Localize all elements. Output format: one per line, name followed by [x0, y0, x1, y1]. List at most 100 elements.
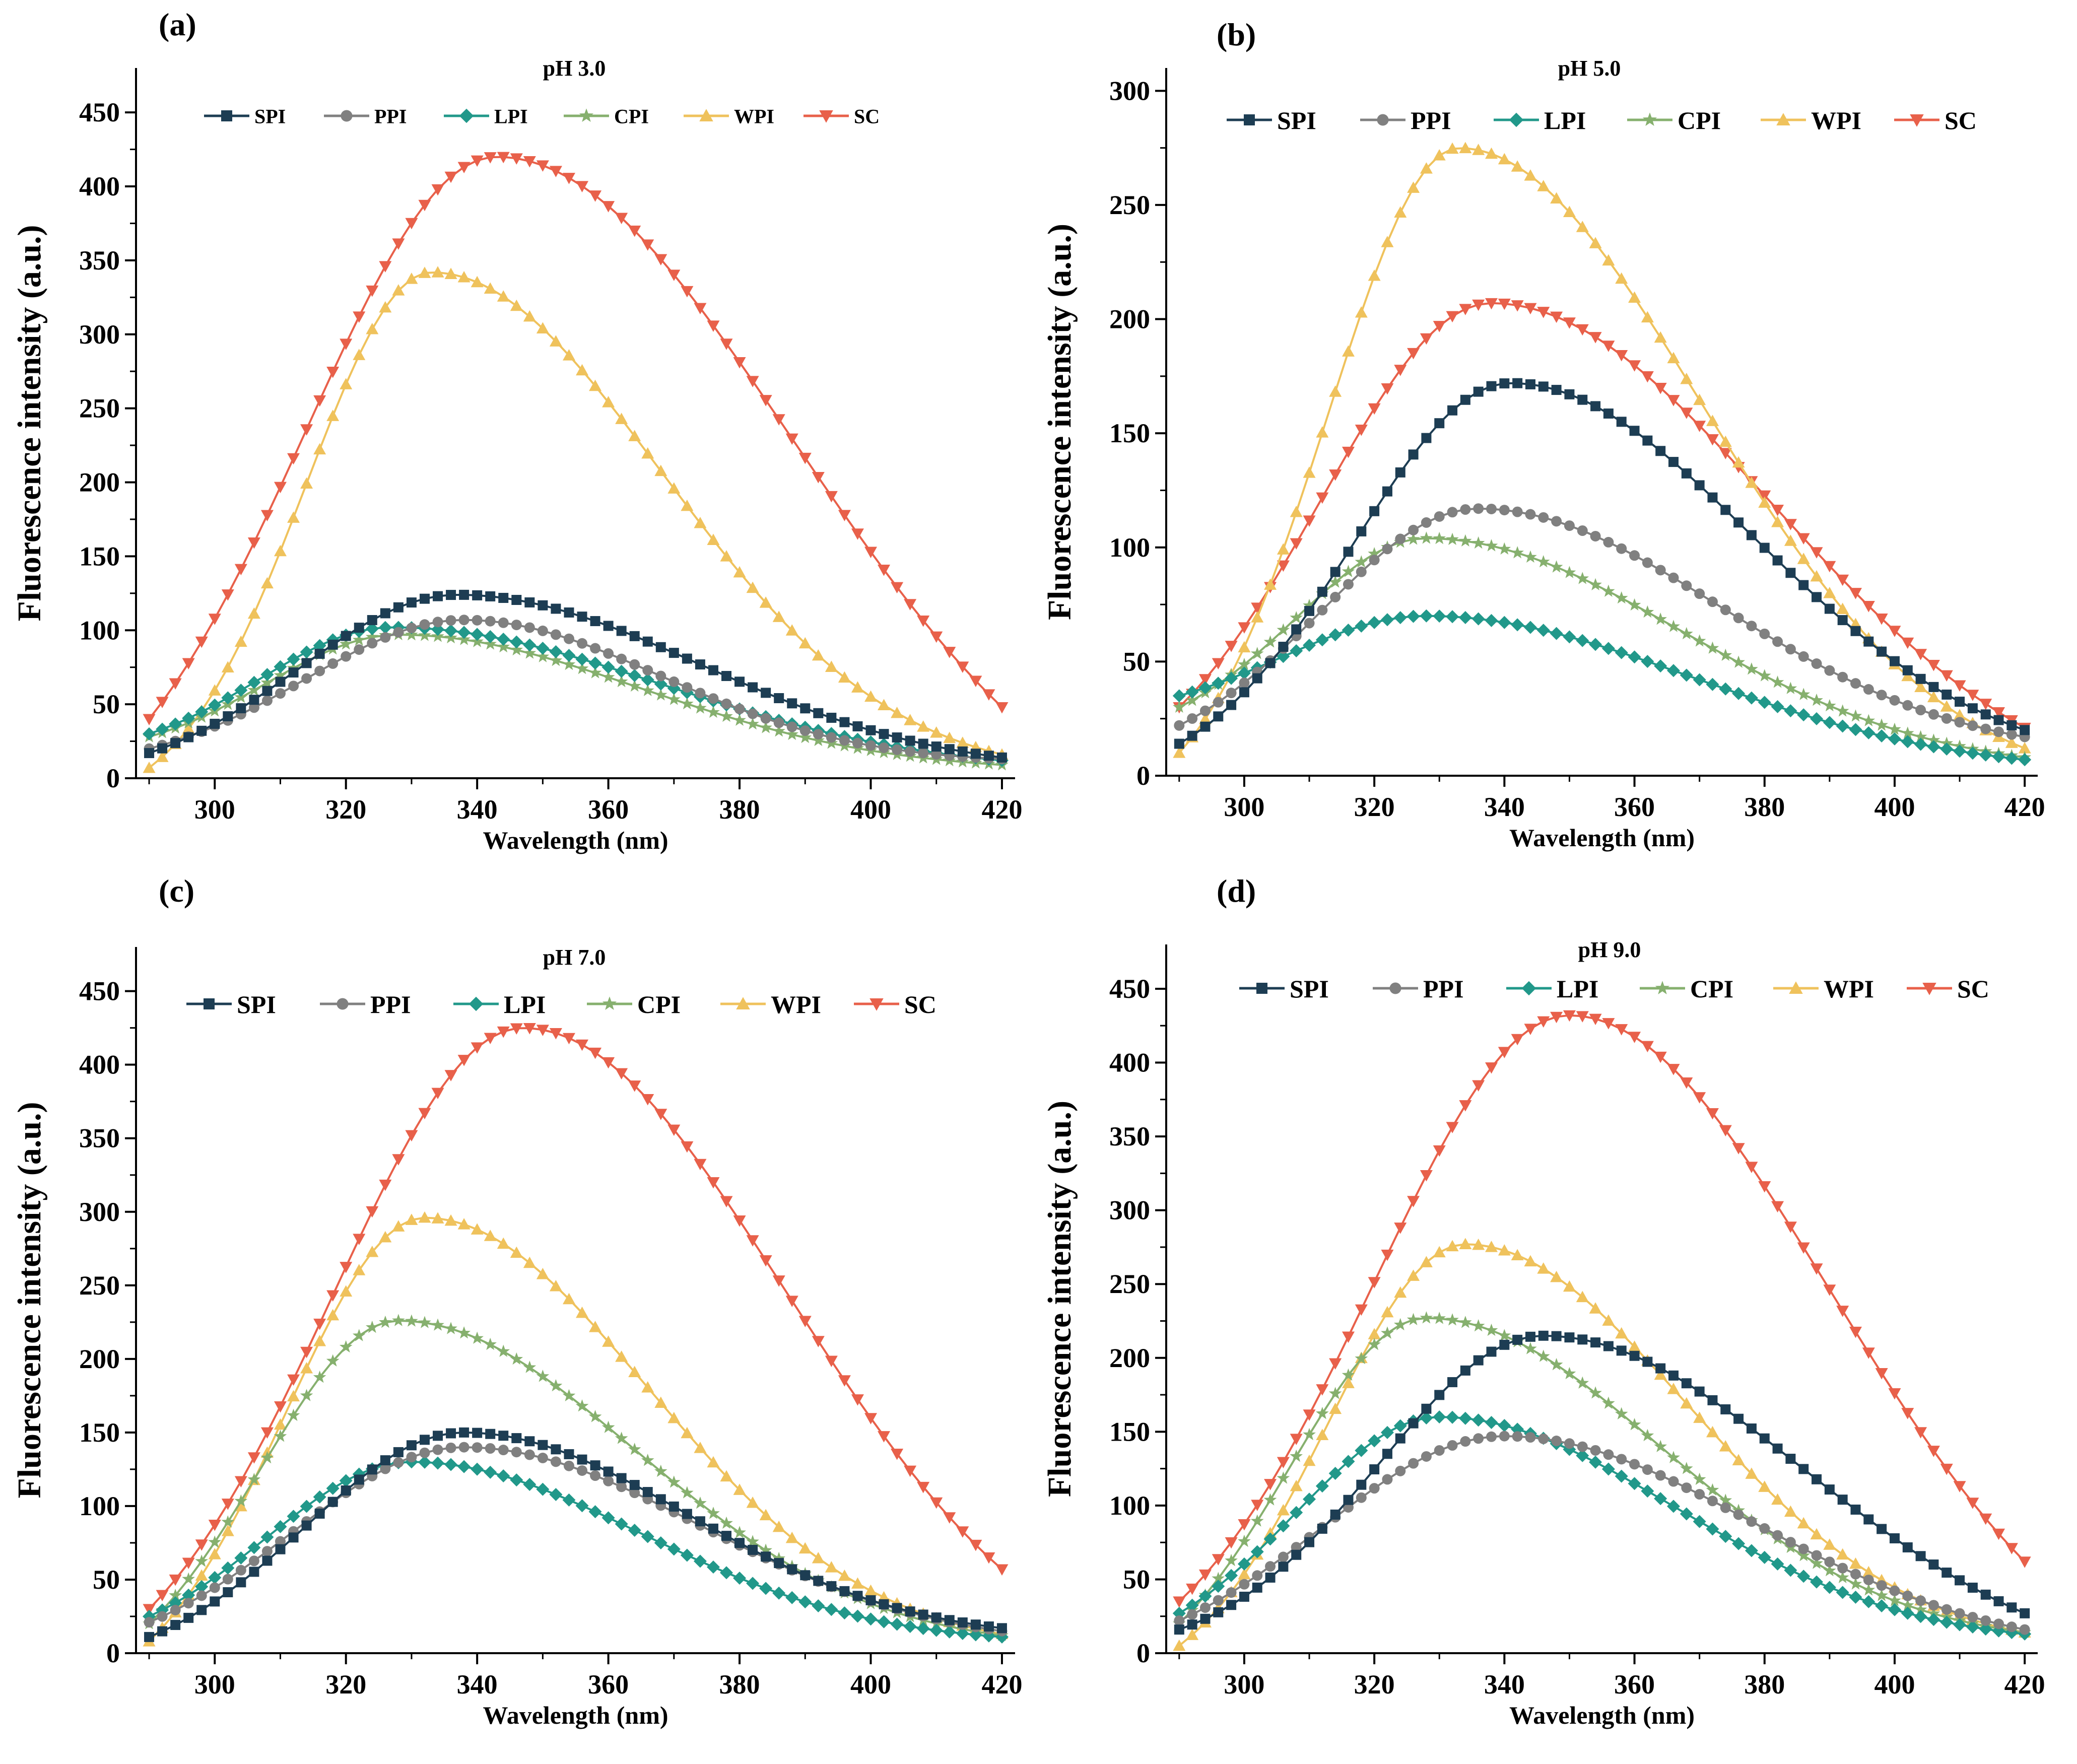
data-point	[406, 1452, 417, 1463]
data-point	[1511, 618, 1524, 632]
data-point	[247, 1452, 260, 1464]
data-point	[667, 693, 681, 705]
data-point	[1875, 1599, 1889, 1612]
data-point	[1524, 1024, 1537, 1035]
legend-marker	[602, 996, 617, 1010]
data-point	[812, 649, 825, 661]
data-point	[510, 1473, 523, 1487]
data-point	[562, 1493, 576, 1507]
legend-label: SC	[904, 990, 936, 1019]
data-point	[1368, 1328, 1381, 1339]
data-point	[1471, 1319, 1485, 1332]
data-point	[1877, 1524, 1887, 1534]
data-point	[275, 1536, 286, 1547]
data-point	[1732, 1143, 1745, 1155]
legend-item: SPI	[1227, 106, 1316, 134]
data-point	[1784, 534, 1797, 546]
data-point	[1394, 1286, 1407, 1298]
data-point	[1485, 147, 1498, 159]
data-point	[1173, 700, 1186, 713]
data-point	[916, 1621, 930, 1635]
data-point	[879, 742, 890, 753]
data-point	[1342, 1331, 1355, 1343]
data-point	[733, 1215, 746, 1227]
data-point	[537, 1452, 548, 1463]
legend-label: PPI	[1423, 975, 1464, 1003]
data-point	[497, 152, 510, 164]
y-tick-label: 0	[106, 1638, 120, 1668]
data-point	[1901, 1598, 1914, 1611]
data-point	[1954, 717, 1965, 728]
legend-label: SPI	[237, 990, 276, 1019]
data-point	[983, 1621, 994, 1632]
data-point	[431, 266, 444, 278]
data-point	[706, 1560, 720, 1574]
data-point	[590, 643, 601, 654]
data-point	[851, 1394, 864, 1406]
data-point	[1434, 1445, 1445, 1456]
data-point	[366, 1246, 379, 1257]
data-point	[1328, 1467, 1342, 1480]
data-point	[1277, 623, 1290, 636]
legend: SPI PPI LPI CPI WPI SC	[204, 105, 880, 127]
data-point	[1239, 1579, 1250, 1590]
x-tick-label: 340	[1484, 1669, 1525, 1700]
data-point	[287, 652, 300, 666]
data-point	[1239, 1591, 1249, 1602]
data-point	[1250, 1545, 1264, 1558]
x-axis-label: Wavelength (nm)	[483, 826, 668, 854]
data-point	[1537, 1349, 1550, 1362]
data-point	[354, 623, 364, 633]
data-point	[1342, 1455, 1355, 1468]
legend-label: WPI	[734, 105, 774, 127]
data-point	[1277, 543, 1290, 555]
data-point	[615, 674, 628, 688]
data-point	[590, 1460, 600, 1471]
data-point	[1628, 1032, 1641, 1043]
x-tick-label: 320	[325, 794, 366, 825]
data-point	[1265, 658, 1276, 668]
data-point	[774, 693, 784, 704]
data-point	[1576, 1011, 1589, 1023]
data-point	[1577, 1441, 1588, 1452]
data-point	[287, 1510, 300, 1523]
data-point	[1303, 1454, 1316, 1466]
data-point	[1264, 578, 1277, 590]
data-point	[1498, 542, 1511, 555]
data-point	[380, 632, 391, 643]
data-point	[2018, 753, 2032, 767]
data-point	[1265, 1572, 1276, 1583]
data-point	[143, 761, 156, 773]
data-point	[1875, 614, 1888, 625]
data-point	[1694, 1489, 1705, 1500]
data-point	[892, 744, 903, 755]
data-point	[1850, 1569, 1861, 1580]
data-point	[236, 1577, 246, 1588]
legend-item: CPI	[1640, 975, 1733, 1003]
data-point	[667, 482, 681, 494]
y-tick-label: 300	[79, 319, 120, 350]
data-point	[1304, 605, 1315, 616]
x-axis-label: Wavelength (nm)	[1509, 1701, 1695, 1729]
data-point	[445, 1442, 456, 1453]
data-point	[562, 657, 576, 670]
x-tick-label: 400	[1874, 792, 1915, 822]
data-point	[1693, 421, 1706, 432]
data-point	[1628, 1418, 1641, 1431]
data-point	[143, 727, 156, 740]
data-point	[1771, 700, 1784, 713]
data-point	[457, 271, 471, 283]
data-point	[1928, 682, 1939, 692]
data-point	[549, 1028, 562, 1040]
data-point	[694, 1442, 707, 1453]
data-point	[682, 1509, 692, 1519]
data-point	[603, 621, 614, 631]
data-point	[208, 1535, 222, 1548]
data-point	[1252, 1570, 1263, 1581]
data-point	[301, 658, 312, 668]
data-point	[1680, 1397, 1693, 1409]
data-point	[1342, 1368, 1355, 1381]
series-spi	[1174, 1330, 2030, 1635]
data-point	[524, 622, 535, 633]
x-tick-label: 380	[1744, 1669, 1785, 1700]
